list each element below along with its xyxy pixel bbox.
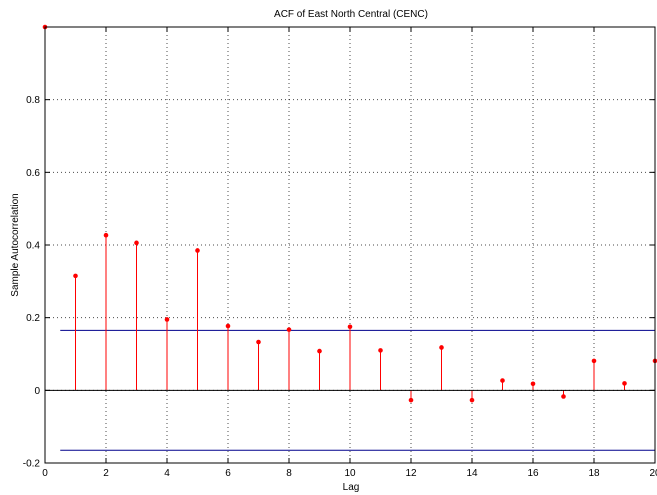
stem-marker — [561, 394, 566, 399]
stem-marker — [103, 232, 109, 238]
y-tick-label: 0.2 — [26, 313, 40, 324]
x-axis-label: Lag — [343, 482, 360, 493]
stem-marker — [225, 323, 231, 329]
stem-marker — [469, 397, 475, 403]
y-tick-label: 0.6 — [26, 168, 40, 179]
stem-marker — [378, 348, 383, 353]
x-tick-label: 14 — [466, 468, 478, 479]
x-tick-label: 0 — [42, 468, 48, 479]
axes — [44, 26, 656, 464]
x-tick-label: 16 — [527, 468, 539, 479]
stem-marker — [591, 358, 597, 364]
x-tick-label: 6 — [225, 468, 231, 479]
stem-marker — [134, 240, 139, 246]
stem-marker — [286, 327, 292, 332]
stem-marker — [195, 248, 200, 253]
stem-marker — [408, 397, 414, 403]
stem-series — [42, 24, 657, 403]
y-axis-label: Sample Autocorrelation — [10, 193, 21, 296]
y-tick-label: 0 — [34, 386, 40, 397]
x-tick-label: 18 — [588, 468, 600, 479]
y-tick-label: 0.4 — [26, 241, 40, 252]
stem-marker — [500, 378, 505, 383]
x-tick-label: 20 — [649, 468, 657, 479]
chart-title: ACF of East North Central (CENC) — [274, 9, 428, 20]
x-tick-label: 2 — [103, 468, 109, 479]
stem-marker — [256, 339, 261, 345]
stem-marker — [622, 381, 627, 386]
y-tick-label: 0.8 — [26, 95, 40, 106]
stem-marker — [439, 345, 444, 350]
stem-marker — [317, 348, 322, 354]
x-tick-label: 8 — [286, 468, 292, 479]
confidence-bounds — [60, 329, 655, 451]
x-tick-label: 10 — [344, 468, 356, 479]
stem-marker — [164, 317, 170, 322]
stem-marker — [530, 381, 536, 387]
y-tick-label: -0.2 — [23, 459, 41, 470]
stem-marker — [73, 273, 78, 279]
stem-marker — [347, 324, 353, 330]
x-tick-label: 4 — [164, 468, 170, 479]
x-tick-label: 12 — [405, 468, 417, 479]
tick-labels: 02468101214161820-0.200.20.40.60.8 — [23, 95, 657, 479]
